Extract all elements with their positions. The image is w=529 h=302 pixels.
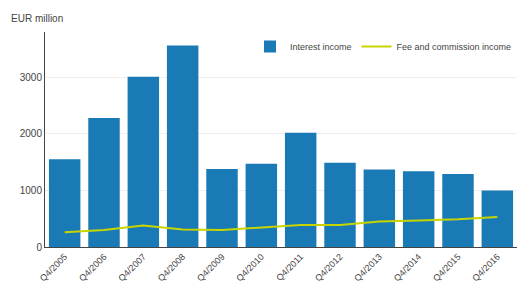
- svg-text:Q4/2008: Q4/2008: [156, 252, 187, 283]
- svg-text:Q4/2012: Q4/2012: [313, 252, 344, 283]
- svg-text:0: 0: [36, 242, 42, 253]
- svg-text:Interest income: Interest income: [290, 42, 352, 52]
- svg-text:Q4/2015: Q4/2015: [431, 252, 462, 283]
- svg-text:Q4/2010: Q4/2010: [234, 252, 265, 283]
- svg-text:Q4/2016: Q4/2016: [470, 252, 501, 283]
- svg-text:1000: 1000: [20, 185, 43, 196]
- svg-text:Q4/2007: Q4/2007: [116, 252, 147, 283]
- svg-text:Q4/2014: Q4/2014: [392, 252, 423, 283]
- svg-text:Q4/2009: Q4/2009: [195, 252, 226, 283]
- svg-text:Q4/2013: Q4/2013: [352, 252, 383, 283]
- svg-text:Q4/2011: Q4/2011: [274, 252, 305, 283]
- svg-text:2000: 2000: [20, 128, 43, 139]
- svg-text:Q4/2005: Q4/2005: [38, 252, 69, 283]
- svg-text:3000: 3000: [20, 72, 43, 83]
- svg-text:EUR million: EUR million: [11, 13, 63, 24]
- svg-text:Q4/2006: Q4/2006: [77, 252, 108, 283]
- svg-text:Fee and commission income: Fee and commission income: [397, 42, 512, 52]
